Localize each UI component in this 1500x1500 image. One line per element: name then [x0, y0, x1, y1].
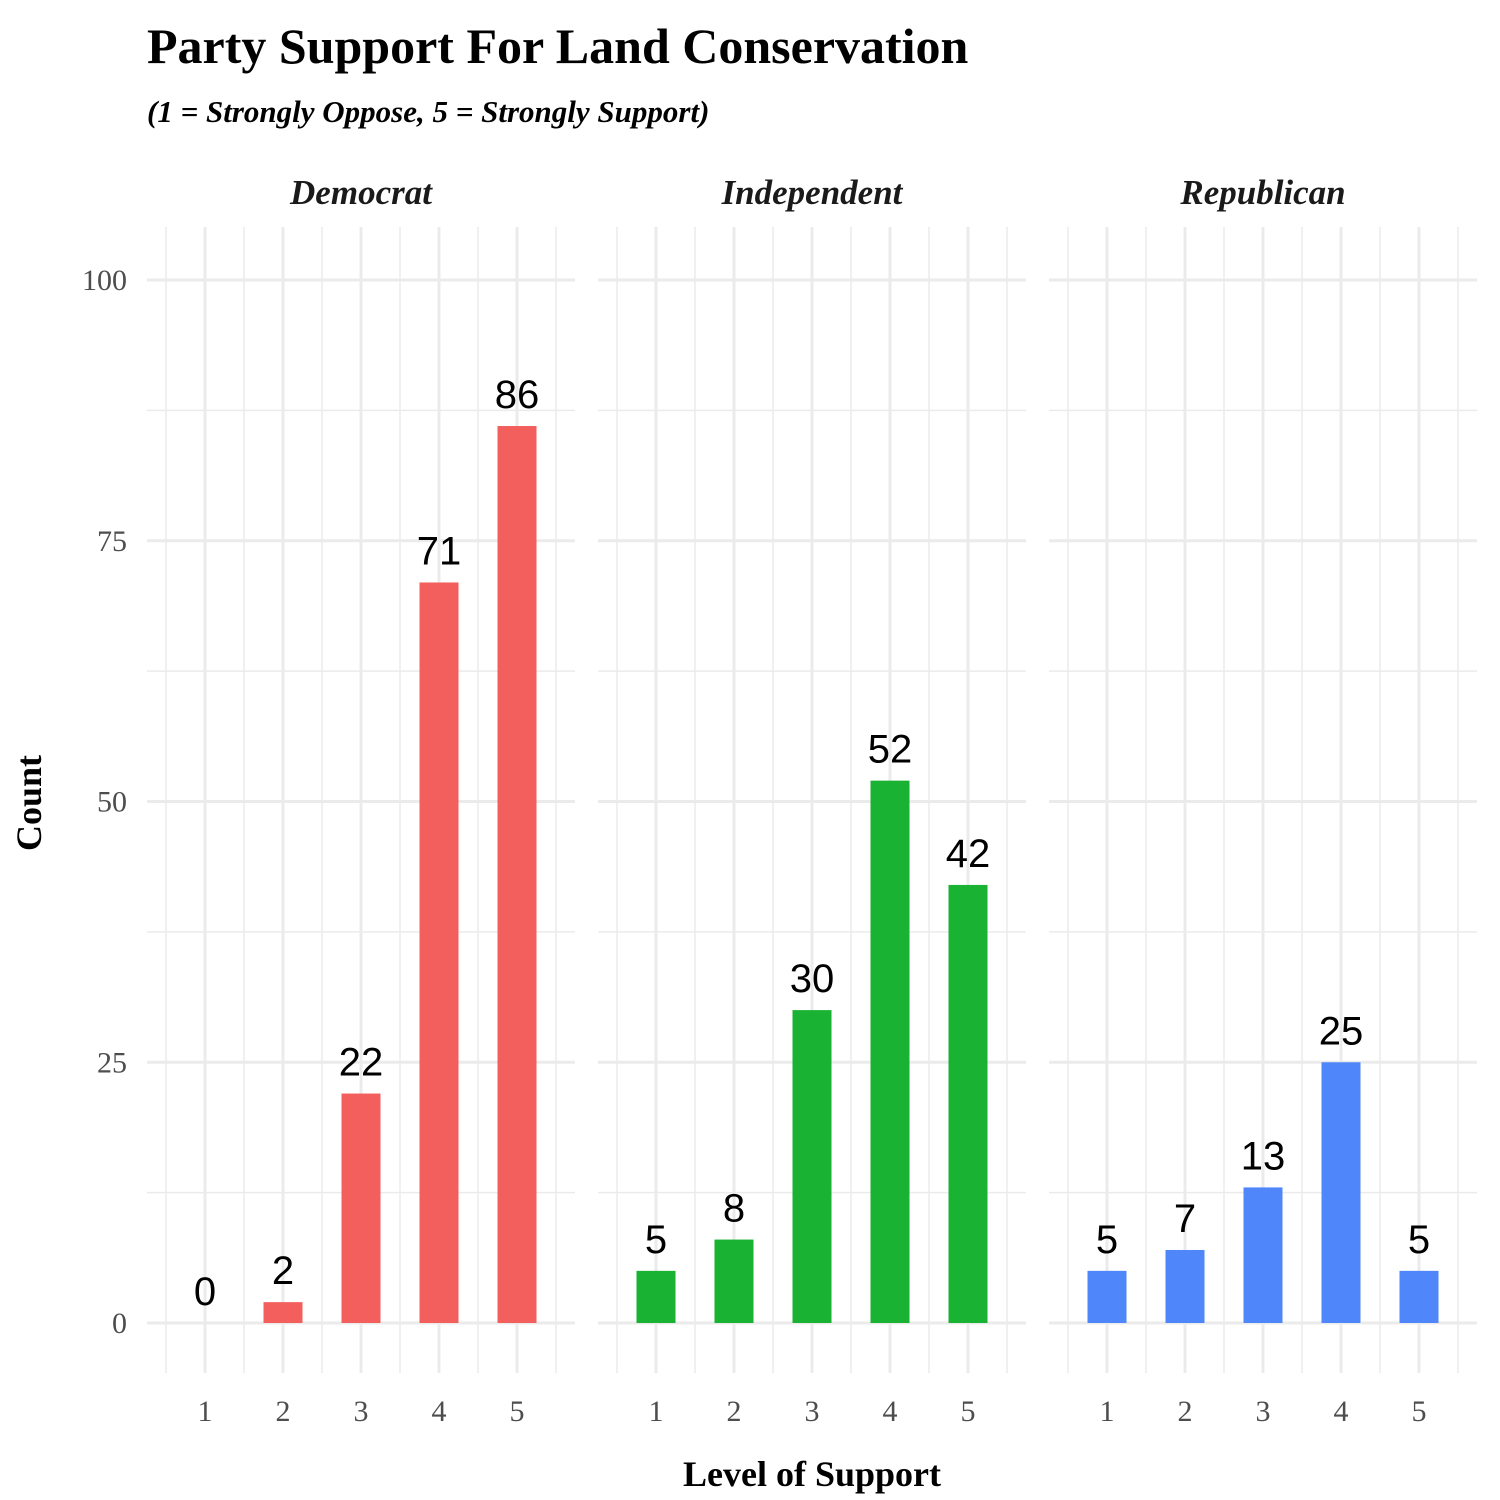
data-label: 30	[790, 957, 835, 1001]
bar-republican-5	[1399, 1270, 1439, 1323]
facet-panel-independent: Independent 5 1 8 2 30 3 52 4 42 5	[598, 173, 1026, 1428]
x-tick-label: 2	[727, 1395, 742, 1428]
data-label: 2	[272, 1249, 294, 1293]
y-tick-label: 75	[97, 525, 127, 558]
bar-republican-1	[1087, 1270, 1127, 1323]
data-label: 8	[723, 1187, 745, 1231]
y-tick-label: 25	[97, 1046, 127, 1079]
x-tick-label: 3	[805, 1395, 820, 1428]
chart-title: Party Support For Land Conservation	[147, 18, 969, 74]
bar-independent-5	[948, 884, 988, 1323]
data-label: 5	[1408, 1218, 1430, 1262]
bar-independent-4	[870, 780, 910, 1323]
data-label: 86	[495, 373, 540, 417]
data-label: 22	[339, 1041, 384, 1085]
x-tick-label: 1	[1100, 1395, 1115, 1428]
x-tick-label: 2	[1178, 1395, 1193, 1428]
data-label: 5	[1096, 1218, 1118, 1262]
x-tick-label: 1	[649, 1395, 664, 1428]
chart-subtitle: (1 = Strongly Oppose, 5 = Strongly Suppo…	[147, 94, 709, 129]
gridlines	[147, 227, 575, 1373]
x-tick-label: 5	[510, 1395, 525, 1428]
x-tick-label: 4	[1334, 1395, 1349, 1428]
bar-republican-4	[1321, 1062, 1361, 1323]
bar-independent-1	[636, 1270, 676, 1323]
x-axis-title: Level of Support	[683, 1454, 941, 1494]
x-tick-label: 5	[961, 1395, 976, 1428]
bar-democrat-2	[263, 1302, 303, 1323]
data-label: 25	[1319, 1009, 1364, 1053]
x-tick-label: 3	[354, 1395, 369, 1428]
y-axis-title: Count	[9, 755, 49, 851]
x-tick-label: 2	[276, 1395, 291, 1428]
x-tick-label: 5	[1412, 1395, 1427, 1428]
data-label: 42	[946, 832, 991, 876]
data-label: 52	[868, 728, 913, 772]
y-axis: 0 25 50 75 100	[82, 264, 127, 1340]
bar-democrat-5	[497, 426, 537, 1323]
facet-panels: Democrat0122223714865Independent51823035…	[147, 173, 1477, 1428]
bar-republican-2	[1165, 1249, 1205, 1323]
x-tick-label: 4	[883, 1395, 898, 1428]
facet-label-republican: Republican	[1179, 173, 1345, 212]
x-tick-label: 4	[432, 1395, 447, 1428]
y-tick-label: 100	[82, 264, 127, 297]
bar-republican-3	[1243, 1187, 1283, 1323]
bar-independent-3	[792, 1010, 832, 1323]
data-label: 5	[645, 1218, 667, 1262]
x-tick-label: 3	[1256, 1395, 1271, 1428]
y-tick-label: 0	[112, 1307, 127, 1340]
data-label: 71	[417, 529, 462, 573]
data-label: 7	[1174, 1197, 1196, 1241]
facet-panel-republican: Republican 5 1 7 2 13 3 25 4 5 5	[1049, 173, 1477, 1428]
x-tick-label: 1	[198, 1395, 213, 1428]
facet-label-independent: Independent	[721, 173, 904, 212]
bar-democrat-4	[419, 582, 459, 1323]
bar-democrat-3	[341, 1093, 381, 1323]
y-tick-label: 50	[97, 786, 127, 819]
data-label: 0	[194, 1270, 216, 1314]
bar-independent-2	[714, 1239, 754, 1323]
facet-label-democrat: Democrat	[289, 173, 433, 212]
data-label: 13	[1241, 1134, 1286, 1178]
